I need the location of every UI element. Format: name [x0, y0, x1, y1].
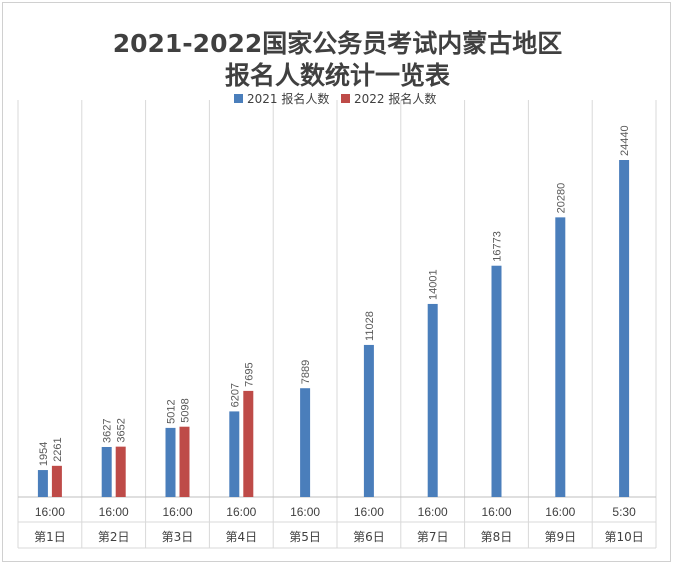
data-label: 7889	[300, 360, 312, 384]
bar-2022	[115, 446, 126, 497]
bar-2022	[179, 426, 190, 497]
data-label: 24440	[619, 125, 631, 156]
category-time-label: 16:00	[35, 505, 65, 519]
data-label: 5012	[166, 399, 178, 423]
bar-2022	[51, 465, 62, 497]
category-time-label: 16:00	[99, 505, 129, 519]
data-label: 2261	[52, 437, 64, 461]
category-day-label: 第7日	[417, 530, 449, 544]
bar-2021	[427, 303, 438, 497]
bar-2021	[101, 446, 112, 497]
category-day-label: 第5日	[289, 530, 321, 544]
chart-title: 2021-2022国家公务员考试内蒙古地区 报名人数统计一览表	[0, 28, 675, 92]
category-day-label: 第4日	[225, 530, 257, 544]
bar-2021	[555, 217, 566, 498]
data-label: 7695	[243, 362, 255, 386]
category-day-label: 第2日	[98, 530, 130, 544]
bar-2021	[37, 470, 48, 497]
data-label: 1954	[38, 442, 50, 466]
category-time-label: 16:00	[545, 505, 575, 519]
chart-title-line2: 报名人数统计一览表	[224, 61, 450, 90]
category-time-label: 5:30	[612, 505, 636, 519]
bar-2021	[165, 427, 176, 497]
data-label: 3627	[102, 419, 114, 443]
bar-2022	[243, 390, 254, 497]
legend-swatch	[234, 94, 243, 103]
category-time-label: 16:00	[481, 505, 511, 519]
category-day-label: 第8日	[481, 530, 513, 544]
category-time-label: 16:00	[226, 505, 256, 519]
data-label: 14001	[428, 269, 440, 300]
bar-2021	[229, 411, 240, 497]
legend-label: 2021 报名人数	[247, 91, 329, 106]
category-time-label: 16:00	[418, 505, 448, 519]
chart-title-line1: 2021-2022国家公务员考试内蒙古地区	[112, 29, 563, 58]
category-time-label: 16:00	[290, 505, 320, 519]
category-day-label: 第10日	[604, 530, 643, 544]
legend-label: 2022 报名人数	[354, 91, 436, 106]
data-label: 11028	[364, 311, 376, 341]
data-label: 20280	[555, 183, 567, 214]
bar-2021	[491, 265, 502, 497]
category-time-label: 16:00	[354, 505, 384, 519]
bar-2021	[363, 344, 374, 497]
data-label: 6207	[229, 383, 241, 407]
category-day-label: 第6日	[353, 530, 385, 544]
bar-2021	[619, 160, 630, 497]
category-day-label: 第9日	[544, 530, 576, 544]
data-label: 3652	[116, 418, 128, 442]
bar-2021	[300, 388, 311, 497]
category-day-label: 第3日	[162, 530, 194, 544]
legend-swatch	[341, 94, 350, 103]
category-day-label: 第1日	[34, 530, 66, 544]
data-label: 5098	[180, 398, 192, 422]
data-label: 16773	[492, 231, 504, 262]
category-time-label: 16:00	[162, 505, 192, 519]
